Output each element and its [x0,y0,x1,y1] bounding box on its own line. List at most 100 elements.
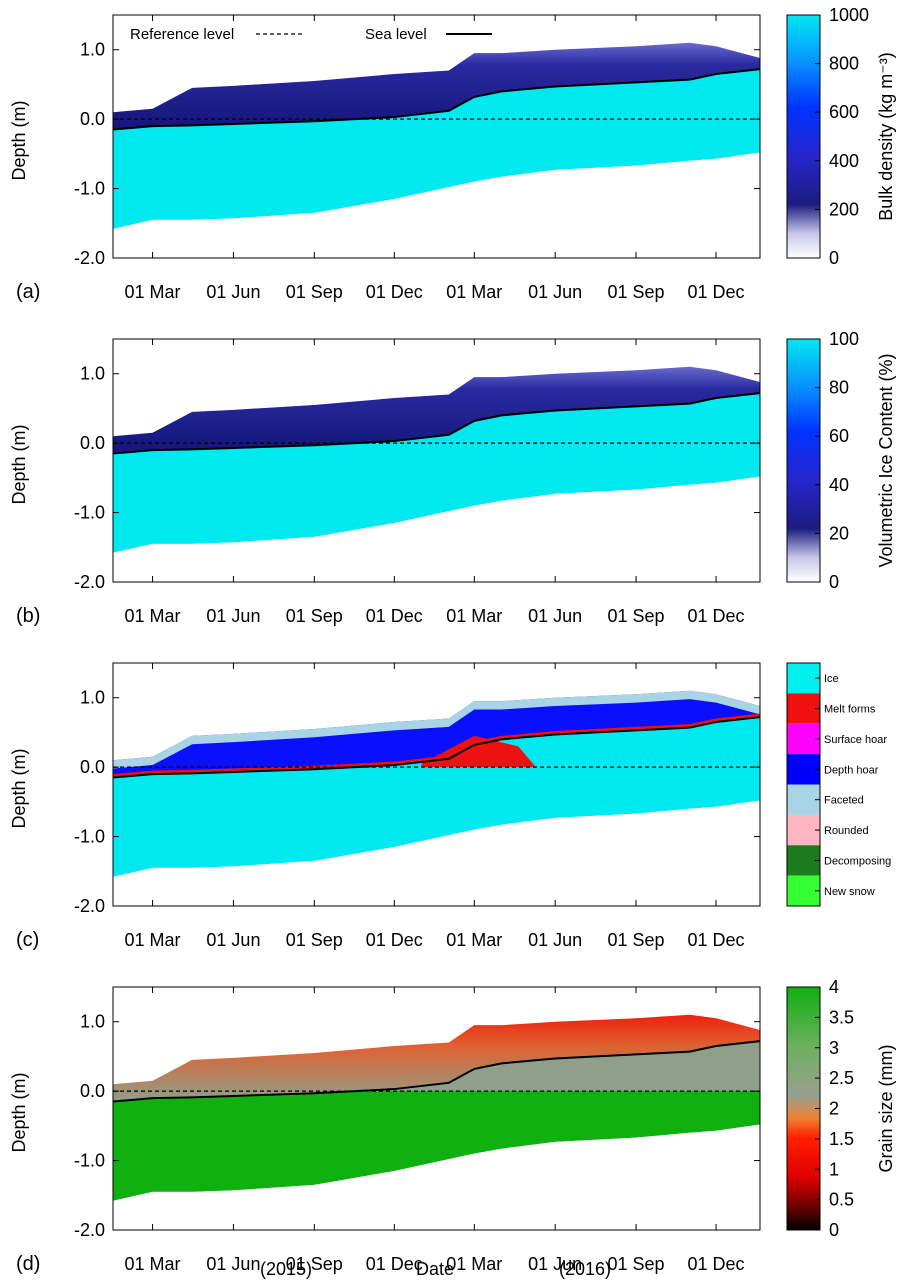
sea-level-line [113,716,760,779]
x-tick-label: 01 Jun [528,930,582,950]
legend-swatch-melt-forms [787,693,820,724]
x-tick-label: 01 Dec [366,930,423,950]
x-tick-label: 01 Sep [286,1254,343,1274]
y-tick-label: -2.0 [74,248,105,268]
x-tick-label: 01 Jun [528,282,582,302]
legend-swatch-depth-hoar [787,754,820,785]
y-tick-label: 1.0 [80,364,105,384]
colorbar-tick-label: 2 [829,1099,839,1119]
colorbar-tick-label: 0 [829,572,839,592]
x-tick-label: 01 Jun [528,606,582,626]
x-tick-label: 01 Mar [446,1254,502,1274]
legend-swatch-decomposing [787,845,820,876]
faceted-layer [113,690,760,769]
depth-hoar-layer [113,690,760,778]
colorbar [786,986,821,1231]
colorbar-title: Grain size (mm) [876,1044,896,1172]
legend-label: Depth hoar [824,764,879,776]
x-axis-title: Date [416,1259,454,1279]
panel-label: (b) [16,605,40,627]
panel-b: 1.0 0.0 -1.0 -2.0 Depth (m) 01 Mar 01 Jun 01 Se… [9,329,896,627]
colorbar-tick-label: 100 [829,329,859,349]
x-tick-label: 01 Sep [286,282,343,302]
y-tick-label: 0.0 [80,1081,105,1101]
year-label-2016: (2016) [559,1259,611,1279]
plot-area-d [113,1014,760,1230]
y-tick-label: -1.0 [74,827,105,847]
y-tick-label: 0.0 [80,757,105,777]
legend-label: Ice [824,673,839,685]
legend-label: New snow [824,886,875,898]
x-tick-label: 01 Mar [125,930,181,950]
x-tick-label: 01 Jun [528,1254,582,1274]
y-tick-label: 0.0 [80,109,105,129]
x-tick-label: 01 Dec [366,1254,423,1274]
x-tick-label: 01 Mar [125,606,181,626]
panel-d: 1.0 0.0 -1.0 -2.0 Depth (m) 01 Mar 01 Jun 01 Se… [9,977,896,1275]
ice-layer [113,69,760,229]
grain-mid-layer [113,1041,760,1102]
plot-frame [112,338,761,583]
colorbar-title: Volumetric Ice Content (%) [876,353,896,567]
legend-sea-label: Sea level [365,26,427,43]
colorbar [786,14,821,259]
legend-swatch-rounded [787,814,820,846]
below-ice [113,800,760,906]
colorbar [786,338,821,583]
y-tick-label: -2.0 [74,572,105,592]
melt-forms-layer [113,713,760,778]
sea-level-line [113,392,760,455]
x-tick-label: 01 Dec [688,930,745,950]
legend-swatch-surface-hoar [787,723,820,755]
y-tick-label: 1.0 [80,688,105,708]
colorbar-tick-label: 3.5 [829,1007,854,1027]
panel-label: (d) [16,1253,40,1275]
colorbar-tick-label: 0 [829,248,839,268]
x-tick-label: 01 Sep [286,930,343,950]
y-axis-title: Depth (m) [9,100,29,180]
x-tick-label: 01 Mar [446,606,502,626]
colorbar-title: Bulk density (kg m⁻³) [876,52,896,221]
panel-a: 1.0 0.0 -1.0 -2.0 Depth (m) 01 Mar 01 Jun 01 Se… [9,5,896,303]
colorbar-tick-label: 40 [829,475,849,495]
sea-level-line [113,1040,760,1103]
legend-label: Rounded [824,825,869,837]
legend-label: Surface hoar [824,734,887,746]
x-tick-label: 01 Sep [286,606,343,626]
y-tick-label: 1.0 [80,1012,105,1032]
snow-layer [113,1014,760,1102]
melt-forms-region [421,735,536,768]
y-tick-label: -2.0 [74,896,105,916]
colorbar-tick-label: 200 [829,199,859,219]
ice-layer [113,717,760,877]
y-axis-title: Depth (m) [9,424,29,504]
x-tick-label: 01 Mar [446,930,502,950]
below-ice [113,476,760,582]
colorbar-tick-label: 3 [829,1038,839,1058]
legend-swatch-ice [787,663,820,694]
y-tick-label: -1.0 [74,179,105,199]
legend-reference-label: Reference level [130,26,234,43]
colorbar-tick-label: 0 [829,1220,839,1240]
legend-label: Melt forms [824,704,876,716]
x-tick-label: 01 Dec [688,282,745,302]
colorbar-tick-label: 800 [829,54,859,74]
panel-c: 1.0 0.0 -1.0 -2.0 Depth (m) 01 Mar 01 Jun 01 Se… [9,662,891,951]
colorbar-tick-label: 1000 [829,5,869,25]
panel-label: (c) [16,929,39,951]
y-tick-label: 1.0 [80,40,105,60]
colorbar-tick-label: 1.5 [829,1129,854,1149]
x-tick-label: 01 Jun [206,1254,260,1274]
colorbar-tick-label: 0.5 [829,1190,854,1210]
colorbar-tick-label: 1 [829,1159,839,1179]
colorbar-tick-label: 4 [829,977,839,997]
x-tick-label: 01 Dec [688,1254,745,1274]
plot-area-a [113,42,760,258]
x-tick-label: 01 Mar [125,282,181,302]
x-tick-label: 01 Mar [446,282,502,302]
x-tick-label: 01 Jun [206,930,260,950]
snow-layer [113,366,760,454]
year-label-2015: (2015) [260,1259,312,1279]
plot-area-b [113,366,760,582]
